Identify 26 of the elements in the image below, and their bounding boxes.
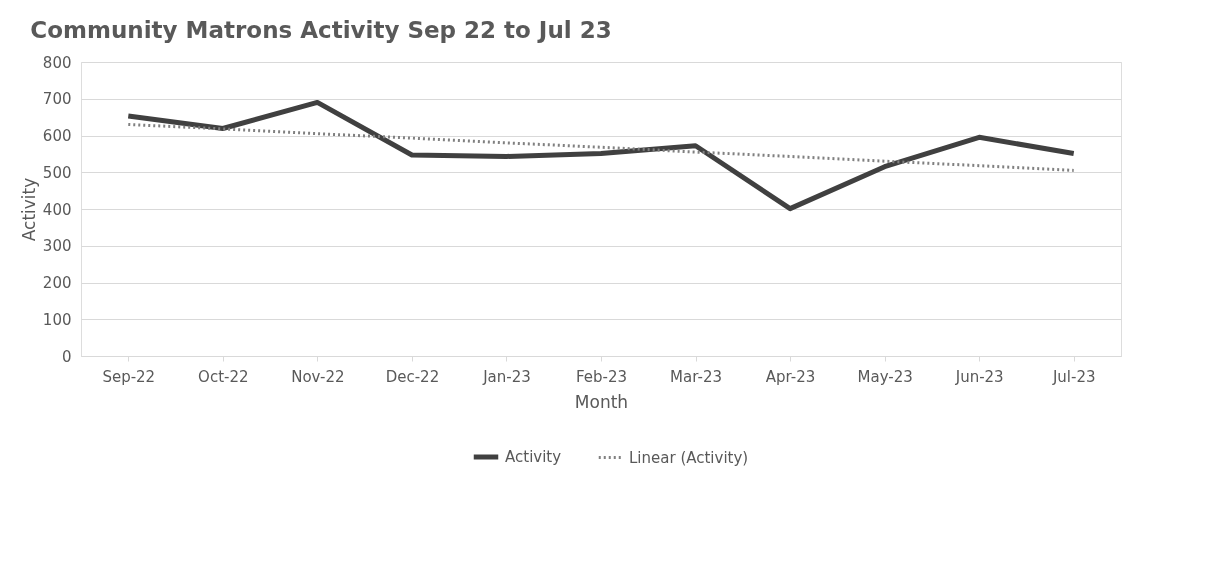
y-tick-label: 700	[42, 90, 72, 109]
y-tick-label: 200	[42, 274, 72, 292]
x-tick-label: Sep-22	[102, 367, 156, 386]
y-tick-label: 400	[42, 200, 72, 219]
y-tick-label: 500	[42, 163, 72, 182]
y-tick-label: 800	[42, 53, 72, 72]
legend-label: Activity	[505, 448, 562, 466]
x-tick-label: Jun-23	[954, 367, 1004, 386]
x-tick-label: Feb-23	[575, 367, 628, 386]
x-tick-label: May-23	[857, 367, 913, 386]
x-axis-title: Month	[574, 391, 629, 412]
x-tick-label: Nov-22	[291, 367, 345, 386]
y-tick-label: 100	[42, 310, 72, 329]
x-tick-label: Mar-23	[670, 367, 722, 386]
y-tick-label: 300	[42, 237, 72, 256]
x-tick-label: Oct-22	[198, 367, 249, 386]
y-tick-label: 0	[61, 347, 72, 366]
x-tick-label: Jul-23	[1051, 367, 1096, 386]
y-axis-title: Activity	[18, 177, 39, 242]
legend-label: Linear (Activity)	[629, 448, 749, 467]
y-tick-label: 600	[42, 127, 72, 145]
line-series	[126, 122, 1076, 172]
x-tick-label: Apr-23	[765, 367, 816, 386]
x-tick-label: Dec-22	[385, 367, 440, 386]
chart-title: Community Matrons Activity Sep 22 to Jul 23	[30, 17, 612, 43]
x-tick-label: Jan-23	[482, 367, 531, 386]
